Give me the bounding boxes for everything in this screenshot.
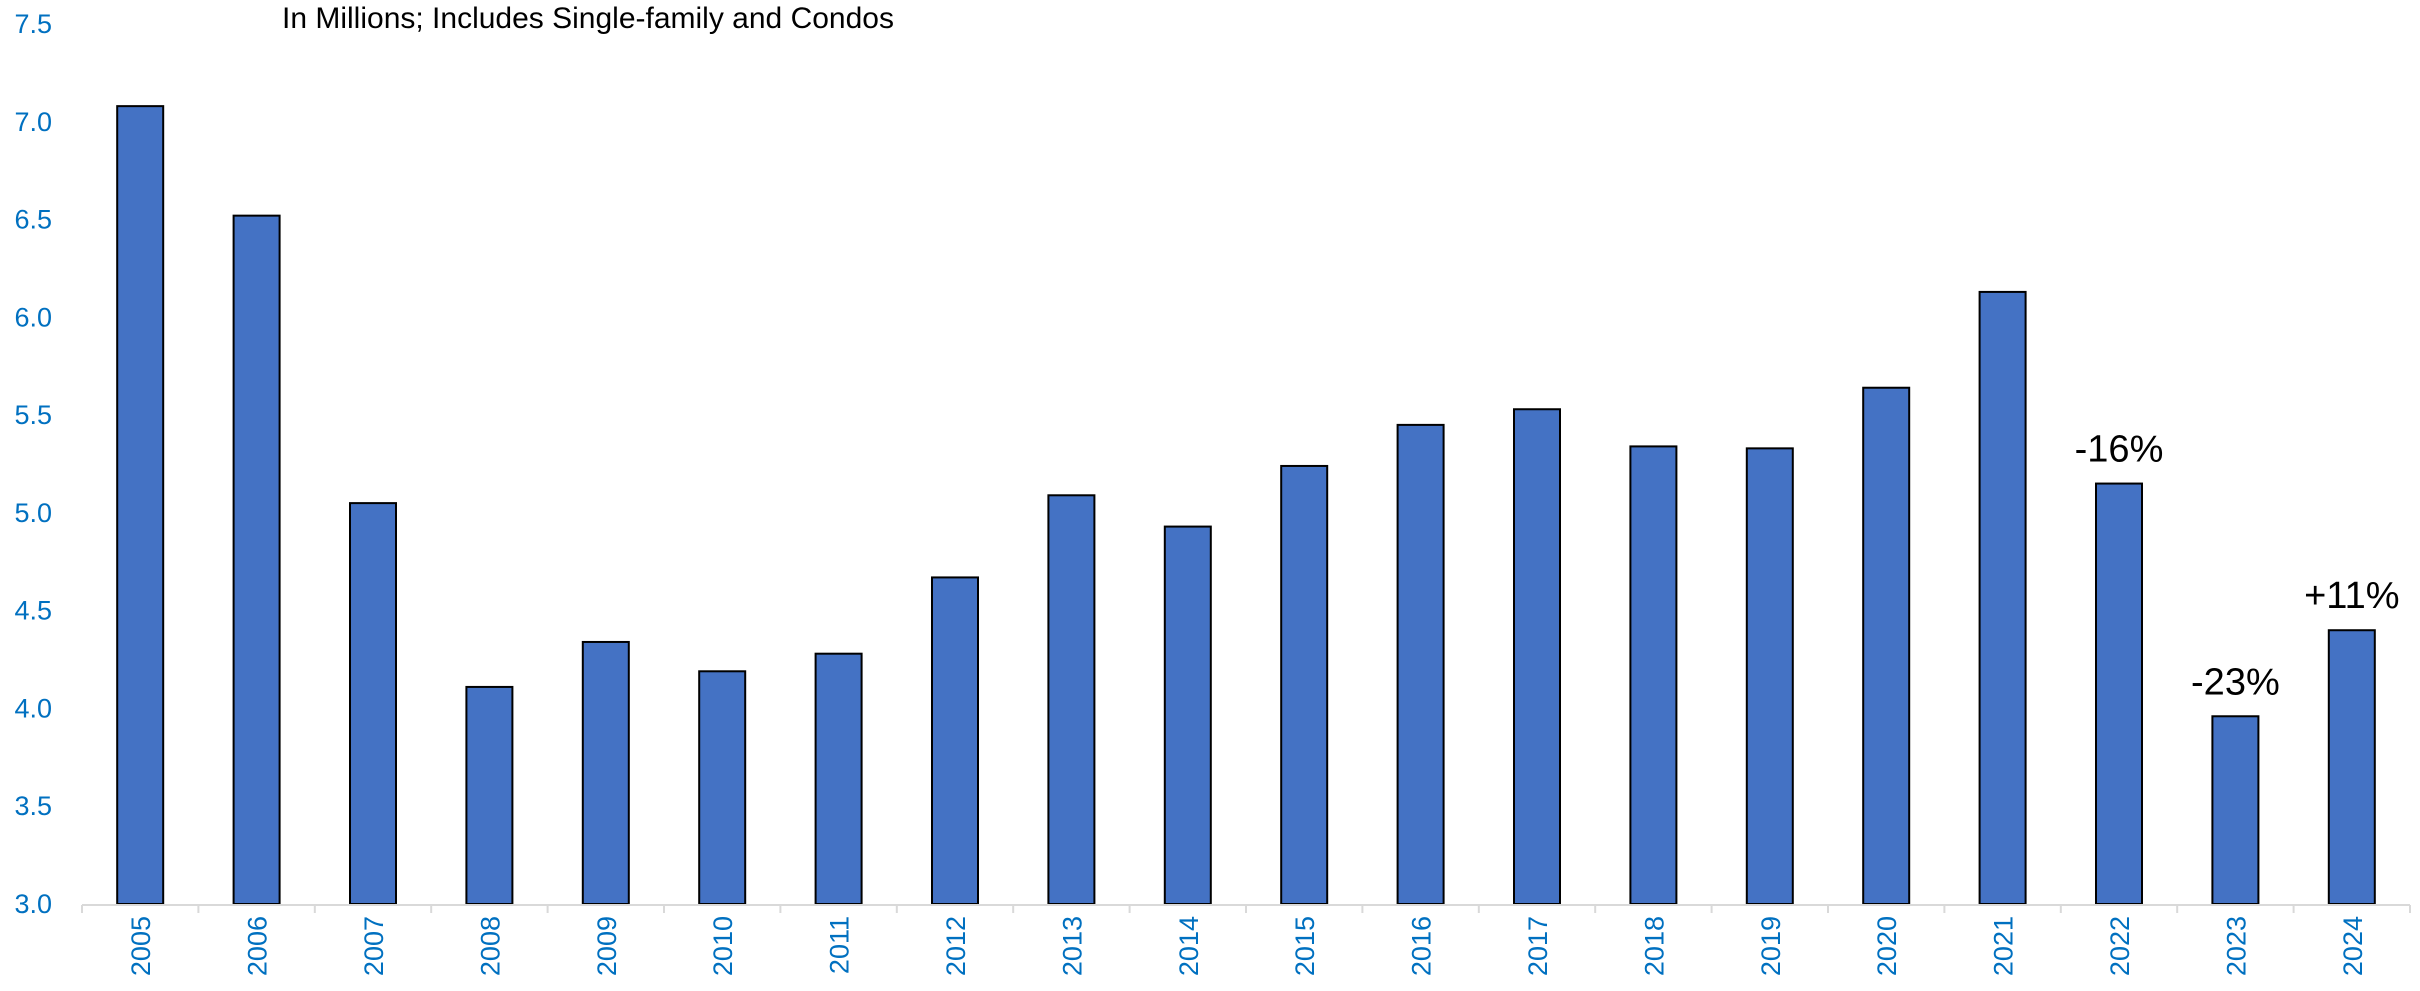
y-tick-label: 3.0 (14, 889, 52, 919)
y-tick-label: 6.0 (14, 302, 52, 332)
bar-2017 (1513, 408, 1561, 905)
x-tick-label: 2007 (359, 916, 389, 976)
x-tick-label: 2019 (1756, 916, 1786, 976)
bar-2014 (1163, 525, 1212, 905)
x-tick-label: 2010 (708, 916, 738, 976)
x-tick-label: 2006 (243, 916, 273, 976)
chart-subtitle: In Millions; Includes Single-family and … (282, 2, 894, 35)
y-tick-label: 7.5 (14, 9, 52, 39)
y-tick-label: 3.5 (14, 791, 52, 821)
bar-2019 (1745, 447, 1794, 905)
bar-2023 (2211, 715, 2260, 905)
x-tick-label: 2018 (1639, 916, 1669, 976)
x-tick-label: 2014 (1174, 916, 1204, 976)
x-tick-label: 2021 (1989, 916, 2019, 976)
y-tick-label: 4.0 (14, 693, 52, 723)
bar-2007 (349, 502, 397, 905)
y-tick-label: 6.5 (14, 205, 52, 235)
bar-2005 (116, 105, 165, 905)
bar-2018 (1629, 445, 1678, 905)
x-tick-label: 2016 (1407, 916, 1437, 976)
bar-2013 (1047, 494, 1096, 905)
x-tick-label: 2024 (2338, 916, 2368, 976)
bar-2011 (814, 652, 863, 906)
x-tick-label: 2008 (475, 916, 505, 976)
bar-2012 (931, 576, 979, 906)
y-tick-label: 7.0 (14, 107, 52, 137)
bar-2015 (1280, 464, 1329, 905)
bar-2010 (698, 670, 747, 905)
bar-2022 (2095, 482, 2143, 905)
x-tick-label: 2013 (1057, 916, 1087, 976)
y-tick-label: 5.5 (14, 400, 52, 430)
x-tick-label: 2009 (592, 916, 622, 976)
x-tick-label: 2022 (2105, 916, 2135, 976)
bar-2020 (1862, 386, 1911, 905)
bar-2024 (2327, 629, 2376, 905)
x-tick-label: 2011 (825, 916, 855, 974)
bar-2006 (232, 214, 281, 905)
x-tick-label: 2012 (941, 916, 971, 976)
x-tick-label: 2023 (2221, 916, 2251, 976)
annotation-label: -16% (2075, 429, 2164, 471)
bar-2021 (1978, 290, 2027, 905)
bar-2016 (1396, 423, 1445, 905)
annotation-label: +11% (2304, 575, 2399, 617)
x-tick-label: 2015 (1290, 916, 1320, 976)
bar-2009 (581, 640, 630, 905)
y-tick-label: 5.0 (14, 498, 52, 528)
annotation-label: -23% (2191, 661, 2280, 703)
x-tick-label: 2017 (1523, 916, 1553, 976)
y-tick-label: 4.5 (14, 596, 52, 626)
x-tick-label: 2005 (126, 916, 156, 976)
bar-2008 (465, 685, 514, 906)
x-tick-label: 2020 (1872, 916, 1902, 976)
